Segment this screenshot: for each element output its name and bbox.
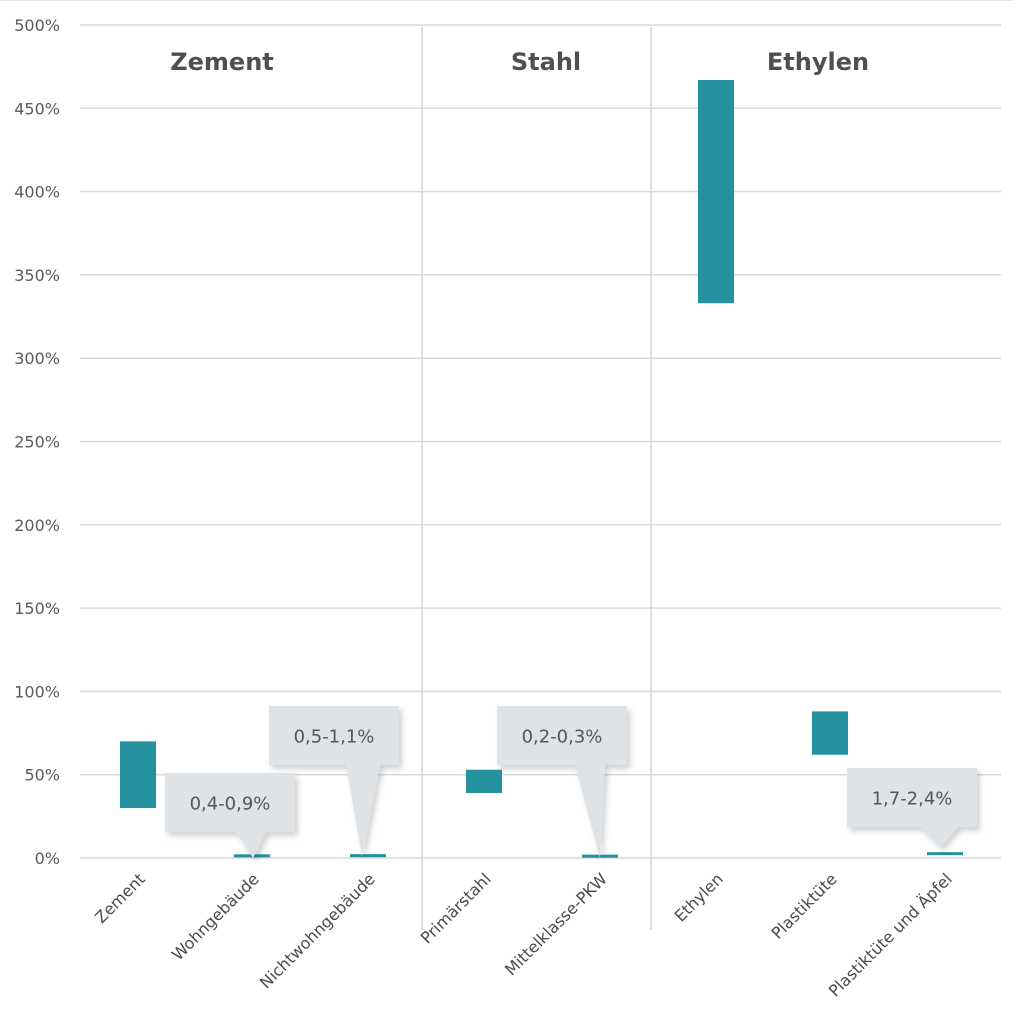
y-tick-label: 400% bbox=[14, 183, 60, 202]
callout-label: 0,2-0,3% bbox=[522, 727, 603, 748]
group-dividers bbox=[421, 27, 652, 930]
callout-label: 0,4-0,9% bbox=[190, 794, 271, 815]
range-bar bbox=[698, 79, 734, 304]
y-tick-label: 300% bbox=[14, 349, 60, 368]
x-tick-label: Mittelklasse-PKW bbox=[501, 869, 611, 979]
value-callout bbox=[165, 773, 295, 858]
y-axis-ticks: 0% 50% 100% 150% 200% 250% 300% 350% 400% 450% 500… bbox=[14, 16, 60, 868]
callout-label: 0,5-1,1% bbox=[294, 727, 375, 748]
callout-bubble bbox=[165, 773, 295, 858]
y-tick-label: 200% bbox=[14, 516, 60, 535]
x-tick-label: Primärstahl bbox=[417, 869, 495, 947]
y-tick-label: 50% bbox=[24, 766, 60, 785]
x-tick-label: Ethylen bbox=[671, 869, 727, 925]
callout-bubble bbox=[497, 706, 627, 858]
range-bar bbox=[350, 854, 386, 858]
callout-bubble bbox=[847, 768, 977, 847]
range-bar bbox=[466, 769, 502, 794]
y-tick-label: 350% bbox=[14, 266, 60, 285]
y-tick-label: 0% bbox=[35, 849, 60, 868]
y-tick-label: 450% bbox=[14, 99, 60, 118]
group-title: Zement bbox=[170, 48, 274, 76]
range-bar bbox=[120, 741, 156, 809]
y-tick-label: 250% bbox=[14, 433, 60, 452]
value-callouts: 0,4-0,9% 0,5-1,1% 0,2-0,3% 1,7-2,4% bbox=[165, 706, 977, 858]
x-tick-label: Plastiktüte und Äpfel bbox=[825, 869, 956, 1000]
callout-bubble bbox=[269, 706, 399, 856]
range-bars bbox=[120, 79, 963, 858]
group-titles: Zement Stahl Ethylen bbox=[170, 48, 869, 76]
value-callout bbox=[847, 768, 977, 847]
y-tick-label: 100% bbox=[14, 682, 60, 701]
callout-label: 1,7-2,4% bbox=[872, 789, 953, 810]
x-tick-label: Nichtwohngebäude bbox=[256, 869, 379, 992]
y-tick-label: 500% bbox=[14, 16, 60, 35]
value-callout bbox=[497, 706, 627, 858]
range-bar bbox=[927, 852, 963, 856]
x-tick-label: Zement bbox=[91, 869, 149, 927]
group-title: Stahl bbox=[511, 48, 581, 76]
x-tick-label: Wohngebäude bbox=[168, 869, 263, 964]
range-bar bbox=[812, 711, 848, 755]
y-tick-label: 150% bbox=[14, 599, 60, 618]
group-title: Ethylen bbox=[767, 48, 869, 76]
x-tick-label: Plastiktüte bbox=[767, 869, 840, 942]
value-callout bbox=[269, 706, 399, 856]
